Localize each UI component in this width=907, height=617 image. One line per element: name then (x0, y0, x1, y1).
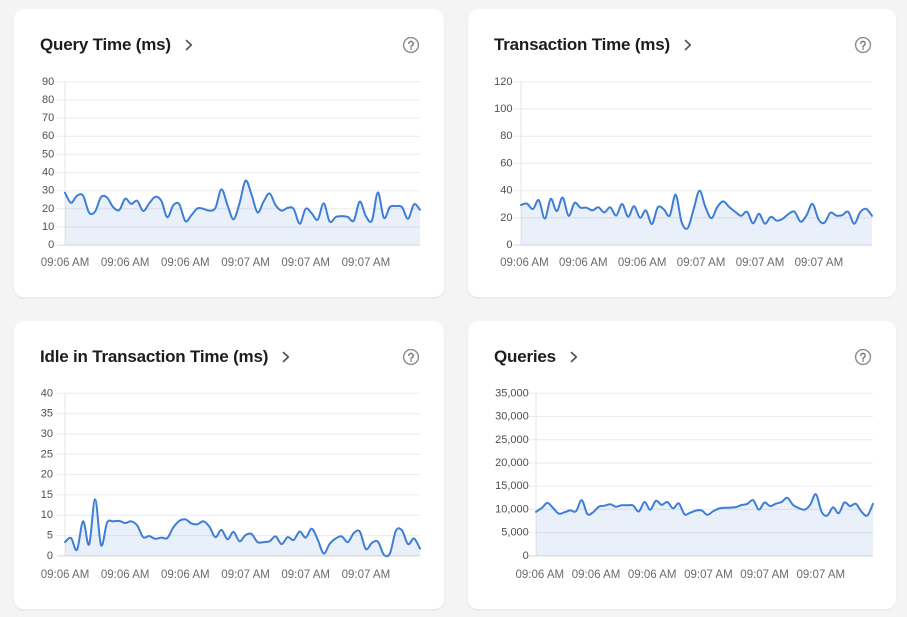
svg-text:50: 50 (42, 148, 54, 160)
svg-text:09:06 AM: 09:06 AM (516, 569, 565, 581)
svg-text:20: 20 (42, 203, 54, 215)
svg-text:90: 90 (42, 76, 54, 88)
svg-text:09:07 AM: 09:07 AM (281, 257, 330, 269)
svg-text:09:07 AM: 09:07 AM (684, 569, 733, 581)
svg-text:0: 0 (48, 239, 54, 251)
svg-text:25,000: 25,000 (495, 434, 529, 446)
svg-text:09:06 AM: 09:06 AM (628, 569, 677, 581)
svg-text:0: 0 (523, 550, 529, 562)
svg-text:09:07 AM: 09:07 AM (677, 257, 726, 269)
svg-text:0: 0 (47, 550, 53, 562)
svg-text:09:07 AM: 09:07 AM (342, 257, 391, 269)
svg-text:10: 10 (42, 221, 54, 233)
svg-text:120: 120 (494, 76, 512, 88)
svg-text:30: 30 (42, 185, 54, 197)
svg-text:80: 80 (42, 94, 54, 106)
svg-text:20: 20 (41, 469, 53, 481)
svg-text:09:07 AM: 09:07 AM (795, 257, 844, 269)
svg-text:09:06 AM: 09:06 AM (572, 569, 621, 581)
svg-text:35: 35 (41, 408, 53, 420)
svg-text:40: 40 (500, 185, 512, 197)
svg-text:30: 30 (41, 428, 53, 440)
svg-text:09:06 AM: 09:06 AM (618, 257, 667, 269)
svg-text:20: 20 (500, 212, 512, 224)
svg-text:09:06 AM: 09:06 AM (41, 257, 90, 269)
svg-text:35,000: 35,000 (495, 387, 529, 399)
svg-text:09:07 AM: 09:07 AM (221, 257, 270, 269)
svg-text:09:07 AM: 09:07 AM (736, 257, 785, 269)
svg-text:0: 0 (506, 239, 512, 251)
svg-text:09:06 AM: 09:06 AM (161, 257, 210, 269)
svg-text:09:06 AM: 09:06 AM (41, 569, 90, 581)
svg-text:20,000: 20,000 (495, 457, 529, 469)
svg-text:100: 100 (494, 103, 512, 115)
svg-text:10,000: 10,000 (495, 503, 529, 515)
svg-text:70: 70 (42, 112, 54, 124)
svg-text:40: 40 (41, 387, 53, 399)
svg-text:5,000: 5,000 (501, 527, 529, 539)
svg-text:09:06 AM: 09:06 AM (101, 569, 150, 581)
svg-text:09:07 AM: 09:07 AM (221, 569, 270, 581)
svg-text:09:07 AM: 09:07 AM (281, 569, 330, 581)
svg-text:09:06 AM: 09:06 AM (101, 257, 150, 269)
svg-text:30,000: 30,000 (495, 411, 529, 423)
svg-text:09:07 AM: 09:07 AM (740, 569, 789, 581)
svg-text:09:07 AM: 09:07 AM (342, 569, 391, 581)
svg-text:60: 60 (42, 130, 54, 142)
svg-text:25: 25 (41, 448, 53, 460)
svg-text:09:06 AM: 09:06 AM (161, 569, 210, 581)
svg-text:15,000: 15,000 (495, 480, 529, 492)
svg-text:5: 5 (47, 530, 53, 542)
svg-text:09:06 AM: 09:06 AM (500, 257, 549, 269)
svg-text:60: 60 (500, 157, 512, 169)
svg-text:09:06 AM: 09:06 AM (559, 257, 608, 269)
svg-text:09:07 AM: 09:07 AM (797, 569, 846, 581)
svg-text:10: 10 (41, 509, 53, 521)
svg-text:15: 15 (41, 489, 53, 501)
svg-text:80: 80 (500, 130, 512, 142)
svg-text:40: 40 (42, 167, 54, 179)
